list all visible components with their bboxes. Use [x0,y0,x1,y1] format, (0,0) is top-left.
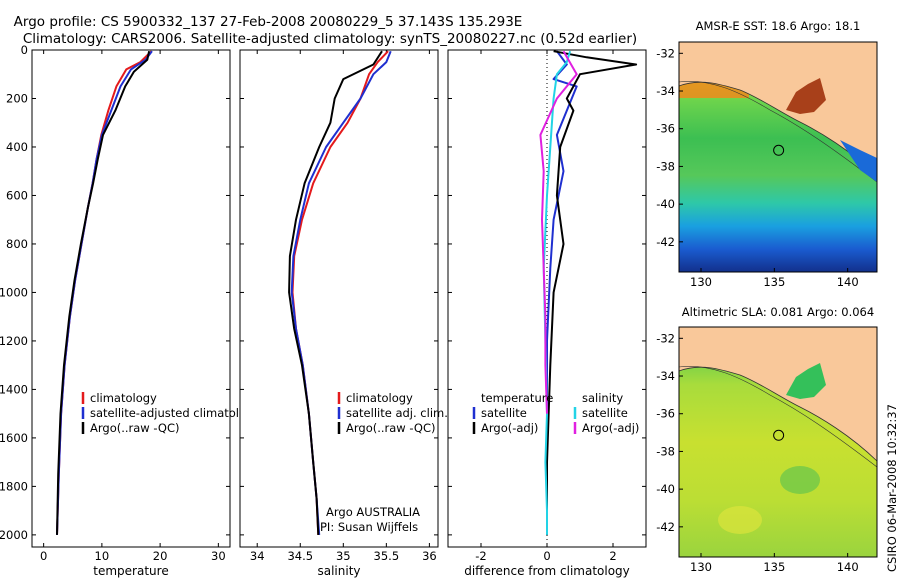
sst-lat-tick-label: -34 [656,84,675,98]
depth-tick-label: 400 [6,140,28,154]
sla-lat-tick-label: -32 [656,331,675,345]
salinity-series-argo-raw-qc [288,50,383,535]
sla-argo-float-marker [773,429,785,441]
sst-cool-coastal-patch [840,140,877,182]
depth-tick-label: 800 [6,237,28,251]
legend-climatology-label: climatology [90,391,157,405]
difference-series-temperature-argo-adj [546,50,638,535]
depth-tick-label: 0 [21,43,28,57]
depth-tick-label: 2000 [0,528,28,542]
legend-climatology-label: climatology [346,391,413,405]
argo-program-label: Argo AUSTRALIA [326,505,420,519]
salinity-panel: 34 34.5 35 35.5 36 salinity climatology sate… [239,49,448,578]
sla-gulf-patch [786,363,826,399]
legend-temperature-title: temperature [481,391,553,405]
sst-land-mass [679,42,877,176]
sst-lat-tick-label: -38 [656,159,675,173]
temperature-legend: climatology satellite-adjusted climatolo… [81,391,260,435]
sla-lat-tick-label: -40 [656,482,675,496]
sst-lon-tick-label: 140 [837,275,859,289]
legend-temp-argo-label: Argo(-adj) [481,421,538,435]
sst-lat-tick-label: -32 [656,46,675,60]
figure-title-line1: Argo profile: CS 5900332_137 27-Feb-2008… [14,14,523,30]
difference-xtick-label: -2 [475,549,486,563]
difference-xtick-label: 0 [543,549,550,563]
difference-series-salinity-argo-adj [539,50,578,414]
temperature-xlabel: temperature [93,564,168,578]
temperature-xtick-label: 0 [40,549,47,563]
sst-lon-tick-label: 135 [763,275,785,289]
legend-satellite-label: satellite adj. clim. [346,406,448,420]
salinity-legend: climatology satellite adj. clim. Argo(..… [337,391,448,435]
difference-xlabel: difference from climatology [464,564,630,578]
temperature-series-argo-raw-qc [56,50,151,535]
difference-series-salinity-satellite [542,50,572,535]
depth-tick-label: 1400 [0,382,28,396]
difference-xtick-label: 2 [609,549,616,563]
salinity-axes-frame [239,49,439,548]
sla-lon-tick-label: 140 [837,560,859,574]
sla-lat-tick-label: -38 [656,444,675,458]
depth-tick-label: 200 [6,91,28,105]
sla-map-panel: Altimetric SLA: 0.081 Argo: 0.064 -32 -34… [656,305,878,574]
sst-map-title: AMSR-E SST: 18.6 Argo: 18.1 [696,19,861,33]
sla-land-mass [679,327,877,461]
sla-lon-tick-label: 135 [763,560,785,574]
sla-eddy-low [780,466,820,494]
sst-gulf-hot-patch [786,78,826,114]
figure-title-line2: Climatology: CARS2006. Satellite-adjuste… [23,31,637,47]
depth-tick-label: 1600 [0,431,28,445]
legend-sal-satellite-label: satellite [582,406,628,420]
salinity-xtick-label: 34.5 [287,549,313,563]
legend-salinity-title: salinity [582,391,623,405]
sla-lat-tick-label: -34 [656,369,675,383]
sst-map-frame [678,41,878,273]
legend-argo-label: Argo(..raw -QC) [346,421,436,435]
sst-argo-float-marker [773,144,785,156]
depth-tick-label: 600 [6,188,28,202]
salinity-xlabel: salinity [317,564,360,578]
depth-tick-label: 1200 [0,334,28,348]
sla-map-frame [678,326,878,558]
difference-panel: -2 0 2 difference from climatology tempera… [447,49,647,578]
sla-lat-tick-label: -36 [656,407,675,421]
sla-shelf-contour [679,366,877,468]
sla-lon-tick-label: 130 [690,560,712,574]
sst-lon-tick-label: 130 [690,275,712,289]
sla-lat-tick-label: -42 [656,520,675,534]
argo-pi-label: PI: Susan Wijffels [320,520,418,534]
sla-map-title: Altimetric SLA: 0.081 Argo: 0.064 [682,305,874,319]
sst-map-panel: AMSR-E SST: 18.6 Argo: 18.1 -32 -34 -36 -38… [656,19,878,289]
sla-eddy-high [718,506,762,534]
temperature-panel: 0 200 400 600 800 1000 1200 1400 1600 1800 2000 0 10… [0,43,260,578]
salinity-xtick-label: 34 [250,549,265,563]
sst-lat-tick-label: -36 [656,122,675,136]
salinity-xtick-label: 35.5 [374,549,400,563]
sst-lat-tick-label: -42 [656,235,675,249]
salinity-xtick-label: 35 [336,549,351,563]
legend-argo-label: Argo(..raw -QC) [90,421,180,435]
temperature-xtick-label: 20 [153,549,168,563]
difference-legend: temperature satellite Argo(-adj) salinit… [472,391,639,435]
csiro-timestamp: CSIRO 06-Mar-2008 10:32:37 [885,404,899,572]
sst-shelf-contour [679,81,877,183]
temperature-xtick-label: 30 [211,549,226,563]
salinity-xtick-label: 36 [422,549,437,563]
legend-temp-satellite-label: satellite [481,406,527,420]
sla-coastline [679,366,877,462]
sst-lat-tick-label: -40 [656,197,675,211]
temperature-xtick-label: 10 [95,549,110,563]
sst-coastline [679,81,877,177]
legend-satellite-label: satellite-adjusted climatology [90,406,260,420]
depth-tick-label: 1800 [0,479,28,493]
depth-tick-label: 1000 [0,285,28,299]
legend-sal-argo-label: Argo(-adj) [582,421,639,435]
temperature-axes-frame [31,49,231,548]
